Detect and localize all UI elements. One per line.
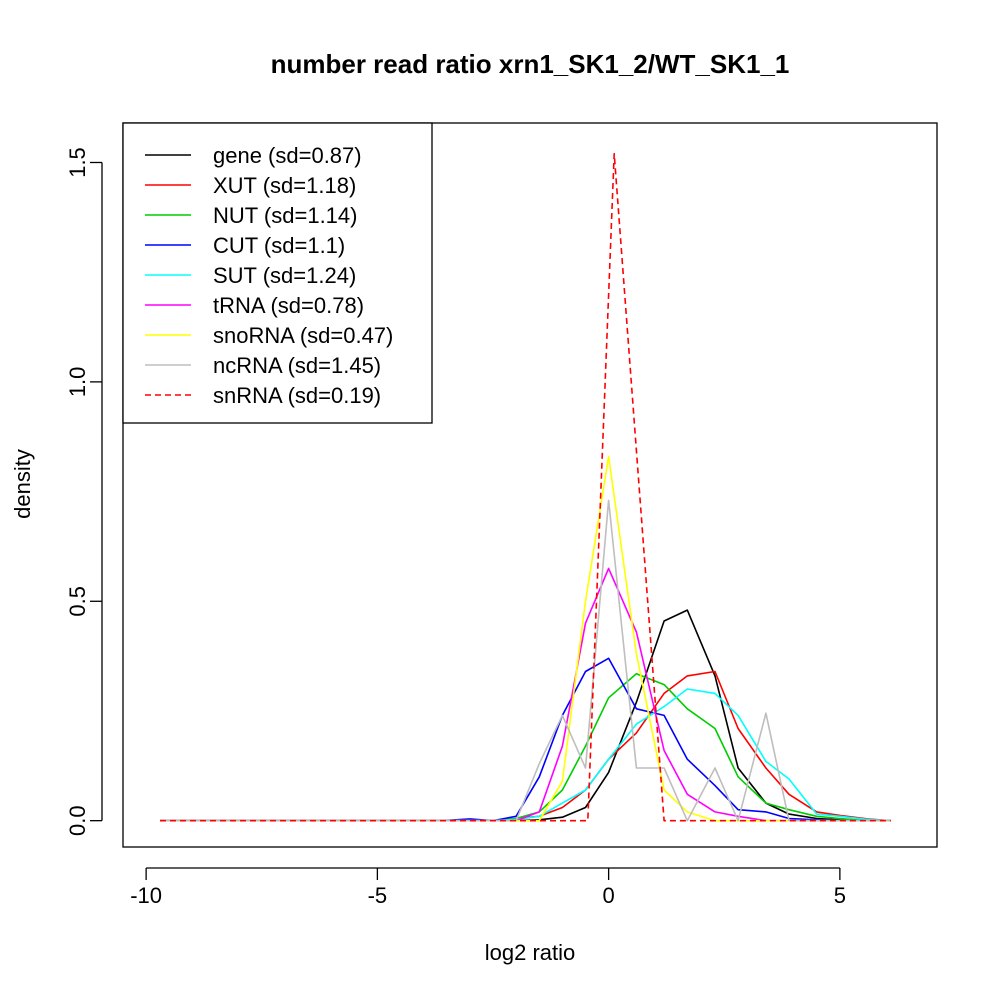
y-axis-title: density [10,449,35,519]
legend-label: snRNA (sd=0.19) [213,383,381,408]
legend-label: SUT (sd=1.24) [213,263,356,288]
legend-label: snoRNA (sd=0.47) [213,323,393,348]
series-line-sut [160,688,891,822]
y-tick-label: 0.5 [65,586,90,617]
series-line-gene [160,609,891,822]
series-line-snorna [160,455,891,822]
y-tick-label: 1.5 [65,147,90,178]
y-tick-label: 1.0 [65,367,90,398]
legend-label: CUT (sd=1.1) [213,233,345,258]
x-tick-label: -5 [368,883,388,908]
legend-label: NUT (sd=1.14) [213,203,357,228]
axes-layer: -10 -5 0 5 0.0 0.5 1.0 1.5 [65,122,938,908]
series-line-trna [160,567,891,822]
legend: gene (sd=0.87) XUT (sd=1.18) NUT (sd=1.14)… [122,122,433,424]
legend-label: XUT (sd=1.18) [213,173,356,198]
plot-frame [122,122,938,848]
series-line-ncrna [160,499,891,822]
x-axis-title: log2 ratio [485,940,576,965]
legend-label: tRNA (sd=0.78) [213,293,364,318]
legend-box [122,122,433,424]
legend-label: ncRNA (sd=1.45) [213,353,381,378]
chart-title: number read ratio xrn1_SK1_2/WT_SK1_1 [271,49,790,79]
y-tick-label: 0.0 [65,805,90,836]
legend-label: gene (sd=0.87) [213,143,362,168]
series-line-snrna [160,152,891,822]
x-tick-label: 5 [834,883,846,908]
x-tick-label: 0 [603,883,615,908]
series-layer [160,152,891,822]
x-tick-label: -10 [130,883,162,908]
